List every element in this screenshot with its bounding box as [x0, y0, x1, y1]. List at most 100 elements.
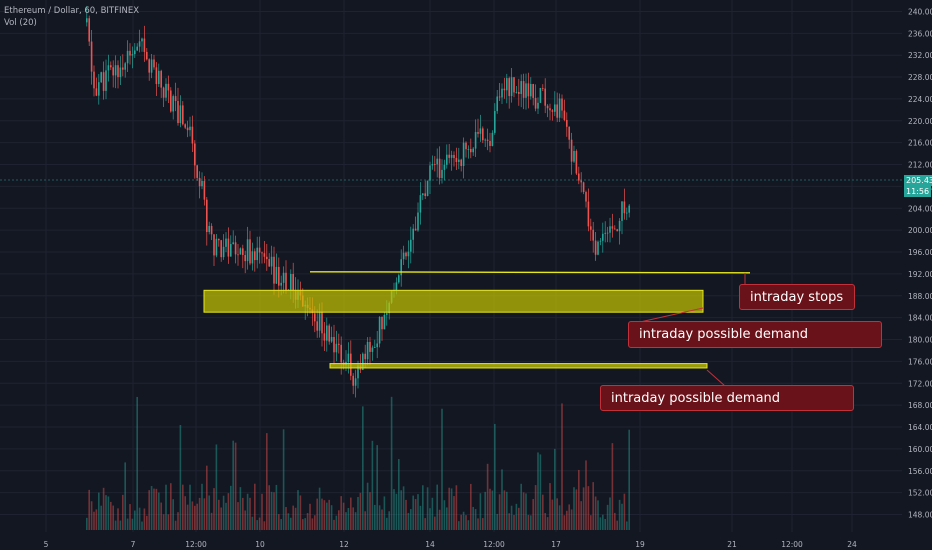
candle-body [506, 78, 508, 91]
volume-bar [616, 520, 618, 530]
candle-body [518, 91, 520, 94]
candle-body [88, 18, 90, 42]
time-tick-label: 21 [727, 540, 737, 549]
candle-body [537, 102, 539, 109]
candle-body [318, 311, 321, 331]
candle-body [242, 248, 244, 255]
time-tick-label: 10 [255, 540, 265, 549]
candle-body [148, 59, 150, 73]
volume-bar [422, 485, 424, 530]
volume-bar [170, 483, 172, 530]
price-tick-label: 232.00 [908, 51, 932, 60]
candle-body [270, 256, 273, 267]
candle-body [609, 226, 611, 233]
callout-intraday-demand-lower[interactable]: intraday possible demand [600, 385, 854, 411]
candle-body [234, 242, 237, 255]
price-tick-label: 192.00 [908, 270, 932, 279]
countdown-tag: 11:56 [904, 186, 932, 197]
candle-body [578, 173, 580, 181]
candle-body [570, 139, 573, 162]
last-price-tag: 205.43 [904, 175, 932, 186]
candle-body [184, 124, 186, 128]
candle-body [198, 177, 201, 187]
candle-body [362, 353, 364, 370]
candle-body [201, 180, 203, 187]
volume-bar [561, 403, 563, 530]
candle-body [206, 199, 208, 233]
candle-body [467, 149, 470, 150]
candle-body [546, 105, 549, 109]
candle-body [441, 169, 443, 179]
candle-body [556, 104, 558, 118]
volume-bar [126, 518, 129, 530]
volume-bar [186, 504, 189, 530]
candle-body [90, 41, 93, 72]
candle-body [561, 98, 563, 111]
volume-bar [141, 521, 143, 530]
candle-body [374, 347, 376, 348]
volume-bar [129, 504, 131, 530]
candle-body [400, 259, 402, 276]
callout-intraday-demand-upper[interactable]: intraday possible demand [628, 321, 882, 348]
volume-bar [532, 499, 534, 530]
candle-body [249, 239, 251, 264]
volume-bar [371, 440, 374, 530]
volume-bar [210, 512, 213, 530]
volume-bar [198, 497, 201, 530]
candle-body [218, 238, 220, 241]
candle-body [268, 259, 270, 267]
candle-body [150, 59, 153, 73]
candle-body [158, 70, 160, 84]
volume-bar [273, 492, 275, 530]
candle-body [174, 96, 177, 101]
candle-body [352, 375, 354, 386]
volume-bar [191, 501, 194, 530]
volume-bar [237, 502, 239, 530]
volume-bar [376, 445, 378, 530]
volume-bar [112, 505, 114, 530]
volume-bar [340, 496, 342, 530]
volume-bar [268, 485, 270, 530]
volume-bar [542, 494, 544, 530]
callout-intraday-stops[interactable]: intraday stops [739, 284, 855, 310]
volume-bar [590, 515, 592, 530]
volume-bar [585, 460, 587, 530]
volume-bar [587, 486, 590, 530]
volume-bars [86, 396, 630, 530]
candle-body [448, 154, 450, 158]
candle-body [357, 365, 359, 379]
volume-bar [155, 488, 158, 530]
volume-bar [254, 483, 256, 530]
price-tick-label: 212.00 [908, 161, 932, 170]
price-axis[interactable] [902, 0, 932, 550]
volume-bar [544, 513, 546, 530]
time-axis-ticks: 5 7 12:00 10 12 14 12:00 17 19 21 12:00 24 [44, 540, 857, 549]
candle-body [378, 316, 381, 344]
volume-bar [227, 493, 230, 530]
candle-body [213, 234, 215, 256]
candle-body [122, 67, 124, 70]
candle-body [412, 228, 414, 240]
volume-bar [323, 500, 326, 530]
candle-body [575, 150, 578, 174]
candle-body [498, 96, 501, 98]
volume-bar [515, 503, 518, 530]
candle-body [410, 239, 412, 252]
candle-body [602, 233, 604, 241]
candle-body [580, 180, 582, 183]
candle-body [323, 333, 326, 341]
volume-bar [206, 465, 208, 530]
candle-body [429, 165, 431, 181]
candle-body [592, 229, 594, 241]
candle-body [280, 282, 282, 286]
candle-body [227, 238, 230, 257]
candle-body [522, 81, 525, 98]
volume-bar [573, 487, 575, 530]
candle-body [398, 275, 400, 283]
candle-body [436, 158, 438, 165]
candle-body [266, 256, 268, 260]
candle-body [510, 77, 513, 97]
candle-body [196, 165, 198, 178]
volume-bar [208, 495, 210, 530]
